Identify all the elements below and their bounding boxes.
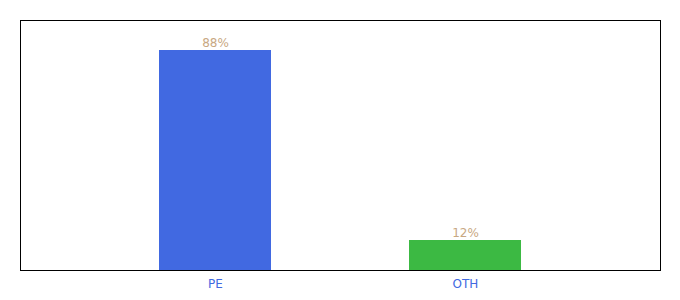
svg-text:OTH: OTH xyxy=(453,277,479,291)
svg-text:PE: PE xyxy=(208,277,223,291)
svg-text:12%: 12% xyxy=(452,226,479,240)
svg-text:88%: 88% xyxy=(202,36,229,50)
